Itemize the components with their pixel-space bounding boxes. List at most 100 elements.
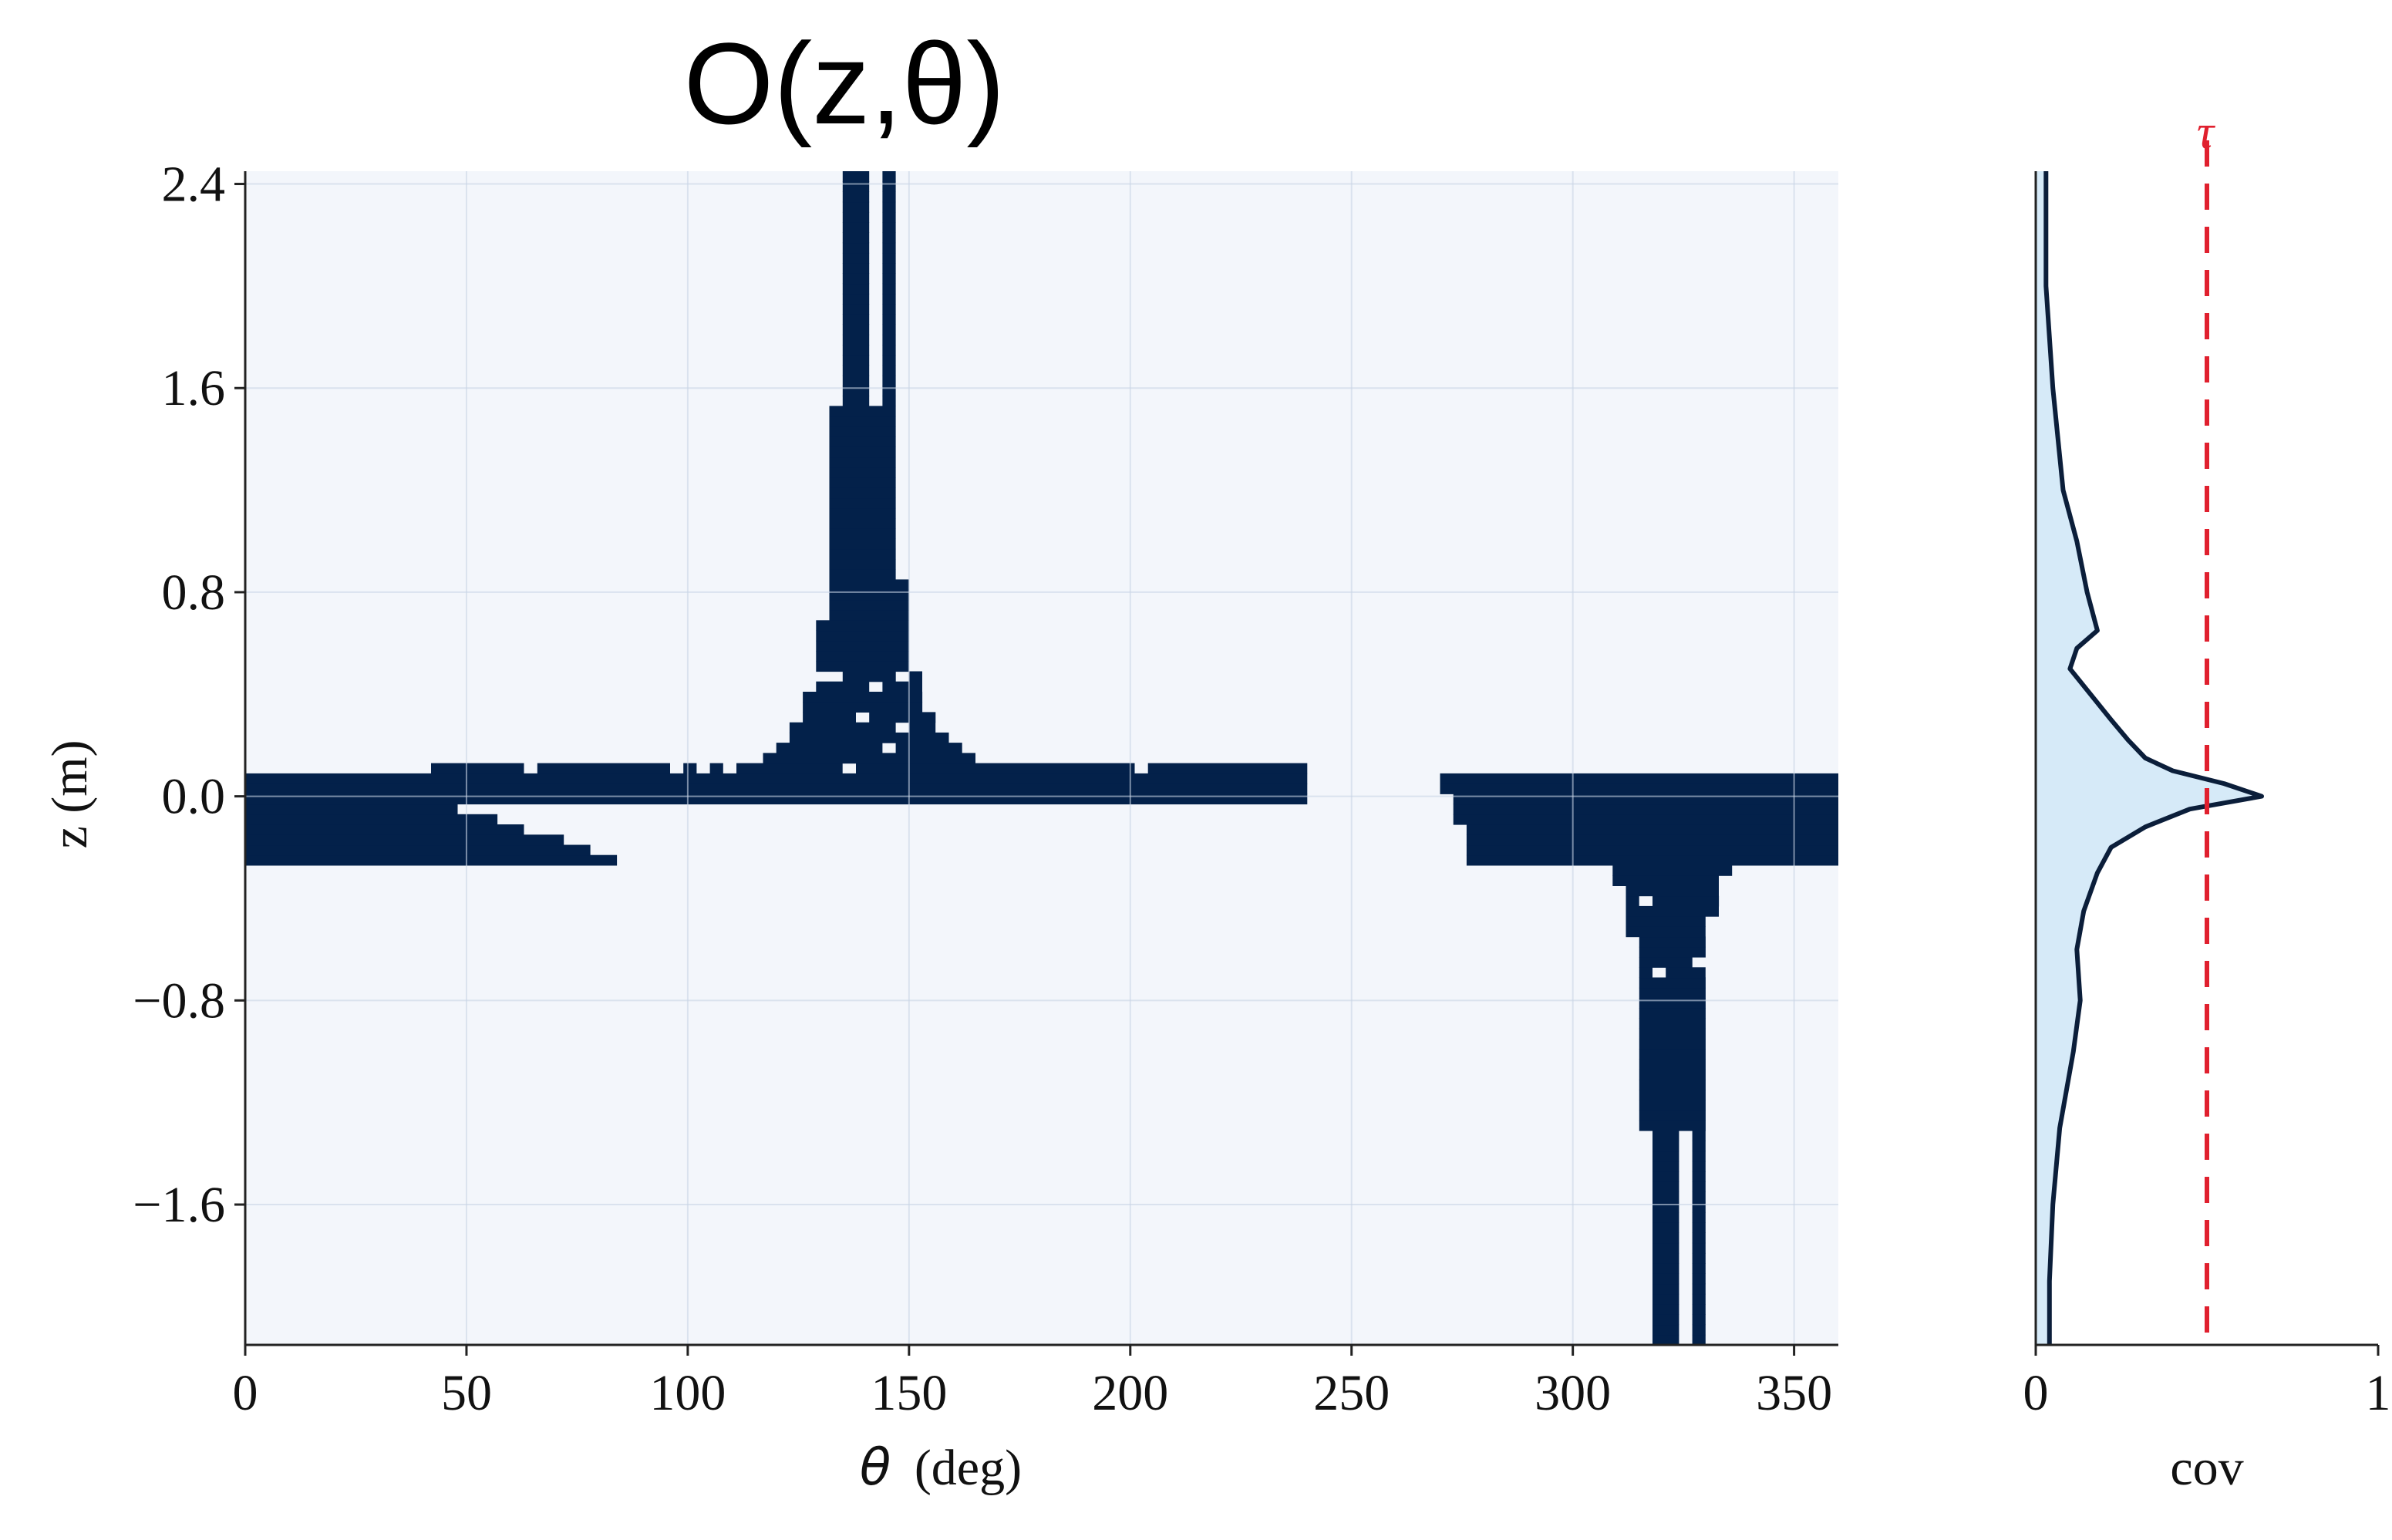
occupied-cell (882, 211, 896, 223)
occupied-cell (1639, 1028, 1706, 1040)
occupied-cell (1639, 1059, 1706, 1070)
occupied-cell (803, 692, 923, 703)
occupied-cell (829, 467, 896, 478)
occupied-cell (829, 610, 909, 621)
occupied-cell (816, 651, 909, 662)
coverage-line (2043, 171, 2264, 1345)
occupied-cell (882, 232, 896, 244)
occupied-cell (842, 324, 870, 335)
occupied-cell (1466, 824, 1838, 835)
occupied-cell (1653, 1211, 1679, 1223)
heatmap-title: O(z,θ) (684, 19, 1006, 148)
occupied-cell (1692, 1263, 1706, 1274)
coverage-x-tick-label: 0 (2023, 1365, 2049, 1421)
x-tick-label: 100 (649, 1365, 726, 1421)
occupied-cell (1692, 1273, 1706, 1285)
occupied-cell (829, 558, 896, 570)
occupied-cell (842, 201, 870, 213)
occupied-cell (842, 671, 896, 682)
occupied-cell (1653, 1293, 1679, 1305)
occupied-cell (1666, 967, 1706, 979)
y-tick-label: −0.8 (133, 972, 225, 1029)
occupied-cell (856, 763, 1135, 774)
occupied-cell (803, 702, 923, 713)
occupied-cell (245, 844, 591, 856)
occupied-cell (829, 497, 896, 509)
occupied-cell (1466, 854, 1838, 866)
occupied-cell (736, 763, 843, 774)
occupied-cell (1653, 1201, 1679, 1213)
occupied-cell (1692, 1324, 1706, 1336)
occupied-cell (1692, 1334, 1706, 1346)
occupied-cell (789, 722, 896, 733)
occupied-cell (1653, 1161, 1679, 1172)
occupied-cell (1692, 1181, 1706, 1192)
occupied-cell (882, 304, 896, 315)
occupied-cell (829, 406, 896, 417)
occupied-cell (829, 569, 896, 580)
occupied-cell (776, 743, 883, 753)
occupied-cell (882, 181, 896, 192)
occupied-cell (842, 385, 870, 396)
occupied-cell (829, 416, 896, 427)
occupied-cell (1639, 1090, 1706, 1100)
occupied-cell (882, 252, 896, 264)
occupied-cell (842, 365, 870, 376)
occupied-cell (1639, 1100, 1706, 1111)
occupied-cell (882, 222, 896, 233)
y-axis-label: z (m) (42, 740, 98, 848)
occupied-cell (1653, 895, 1720, 907)
occupied-cell (882, 201, 896, 213)
occupied-cell (816, 661, 909, 672)
occupied-cell (1653, 1151, 1679, 1162)
occupied-cell (842, 314, 870, 325)
occupied-cell (882, 365, 896, 376)
occupied-cell (1653, 1242, 1679, 1254)
occupied-cell (537, 763, 670, 774)
occupied-cell (829, 446, 896, 458)
occupied-cell (683, 763, 697, 774)
occupied-cell (1653, 1263, 1679, 1274)
occupied-cell (1653, 1181, 1679, 1192)
coverage-fill-area (2036, 171, 2262, 1345)
occupied-cell (882, 396, 896, 406)
heatmap-grid (244, 171, 1838, 1345)
occupied-cell (1639, 1120, 1706, 1131)
occupied-cell (842, 396, 870, 406)
occupied-cell (431, 763, 524, 774)
occupied-cell (908, 671, 922, 682)
occupancy-heatmap: 0 50 100 150 200 250 300 350 2.4 1.6 0.8 0.0 −0.8 −1.… (133, 157, 1838, 1421)
occupied-cell (1639, 946, 1706, 958)
occupied-cell (1466, 844, 1838, 856)
occupied-cell (1639, 1069, 1706, 1080)
occupied-cell (829, 436, 896, 447)
occupied-cell (1440, 783, 1838, 794)
occupied-cell (842, 211, 870, 223)
occupied-cell (816, 681, 870, 692)
y-tick-label: 0.8 (162, 564, 226, 621)
occupied-cell (1639, 1079, 1706, 1090)
occupied-cell (789, 732, 949, 743)
occupied-cell (882, 191, 896, 203)
occupied-cell (882, 355, 896, 366)
occupied-cell (803, 712, 856, 723)
occupied-cell (1639, 998, 1706, 1009)
occupied-cell (1653, 1273, 1679, 1285)
occupied-cell (882, 314, 896, 325)
occupied-cell (245, 773, 1308, 784)
occupied-cell (1639, 1110, 1706, 1121)
occupied-cell (1692, 1171, 1706, 1182)
threshold-label: τ (2197, 106, 2216, 159)
occupied-cell (829, 548, 896, 560)
occupied-cell (816, 630, 909, 642)
occupied-cell (245, 783, 1308, 794)
x-tick-label: 300 (1535, 1365, 1611, 1421)
occupied-cell (1653, 1304, 1679, 1315)
occupied-cell (829, 538, 896, 550)
occupied-cell (829, 589, 909, 601)
occupied-cell (763, 753, 975, 764)
occupied-cell (1692, 1304, 1706, 1315)
y-tick-label: −1.6 (133, 1177, 225, 1233)
occupied-cell (1692, 1141, 1706, 1152)
